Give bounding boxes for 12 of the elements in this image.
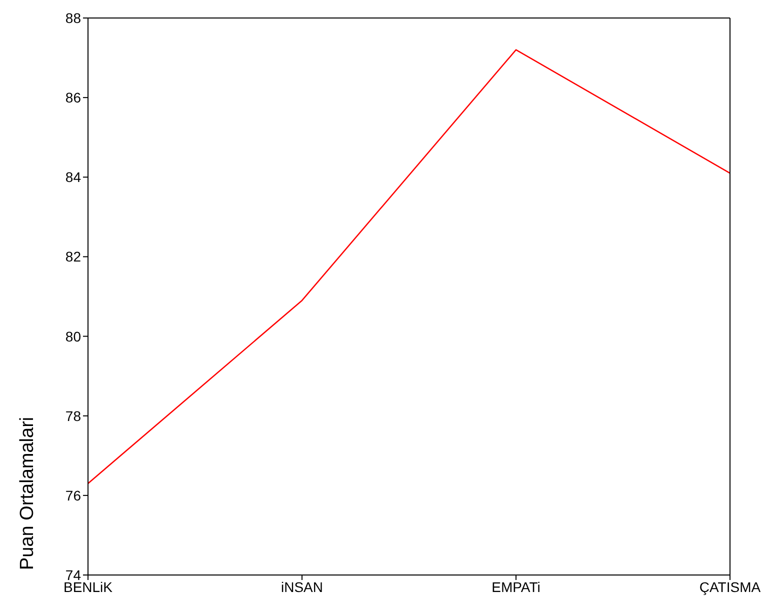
line-series <box>87 49 731 484</box>
x-tick-label: iNSAN <box>280 578 324 595</box>
y-tick-label: 78 <box>65 408 82 424</box>
x-tick-label: EMPATi <box>492 578 540 595</box>
y-tick-label: 76 <box>65 487 82 504</box>
y-tick-label: 88 <box>65 10 82 26</box>
y-tick-label: 82 <box>65 248 82 265</box>
y-tick-label: 86 <box>65 90 82 106</box>
y-axis-title: Puan Ortalamalari <box>17 416 38 570</box>
x-tick-label: ÇATISMA <box>699 578 762 595</box>
y-tick-label: 80 <box>65 328 82 344</box>
y-tick-label: 84 <box>65 169 82 186</box>
